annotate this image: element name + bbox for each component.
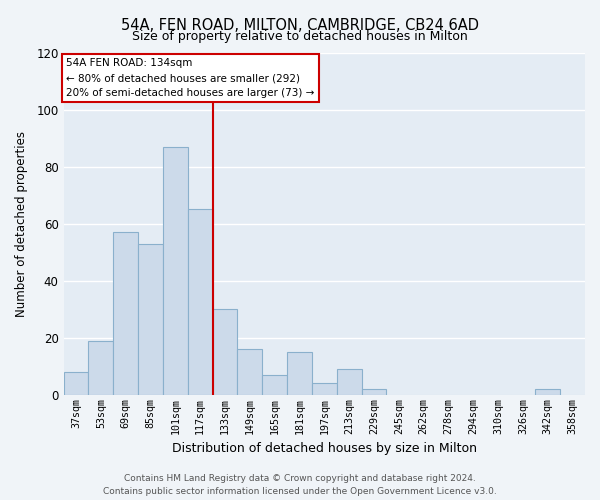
Text: Contains HM Land Registry data © Crown copyright and database right 2024.
Contai: Contains HM Land Registry data © Crown c… [103, 474, 497, 496]
Bar [88, 340, 113, 395]
Y-axis label: Number of detached properties: Number of detached properties [15, 130, 28, 316]
Bar [238, 349, 262, 395]
Text: 54A, FEN ROAD, MILTON, CAMBRIDGE, CB24 6AD: 54A, FEN ROAD, MILTON, CAMBRIDGE, CB24 6… [121, 18, 479, 32]
Bar [212, 310, 238, 395]
Bar [312, 384, 337, 395]
Bar [287, 352, 312, 395]
Bar [337, 369, 362, 395]
Bar [535, 389, 560, 395]
Bar [113, 232, 138, 395]
Text: 54A FEN ROAD: 134sqm
← 80% of detached houses are smaller (292)
20% of semi-deta: 54A FEN ROAD: 134sqm ← 80% of detached h… [66, 58, 314, 98]
Text: Size of property relative to detached houses in Milton: Size of property relative to detached ho… [132, 30, 468, 43]
Bar [262, 375, 287, 395]
Bar [362, 389, 386, 395]
X-axis label: Distribution of detached houses by size in Milton: Distribution of detached houses by size … [172, 442, 477, 455]
Bar [163, 146, 188, 395]
Bar [138, 244, 163, 395]
Bar [64, 372, 88, 395]
Bar [188, 210, 212, 395]
